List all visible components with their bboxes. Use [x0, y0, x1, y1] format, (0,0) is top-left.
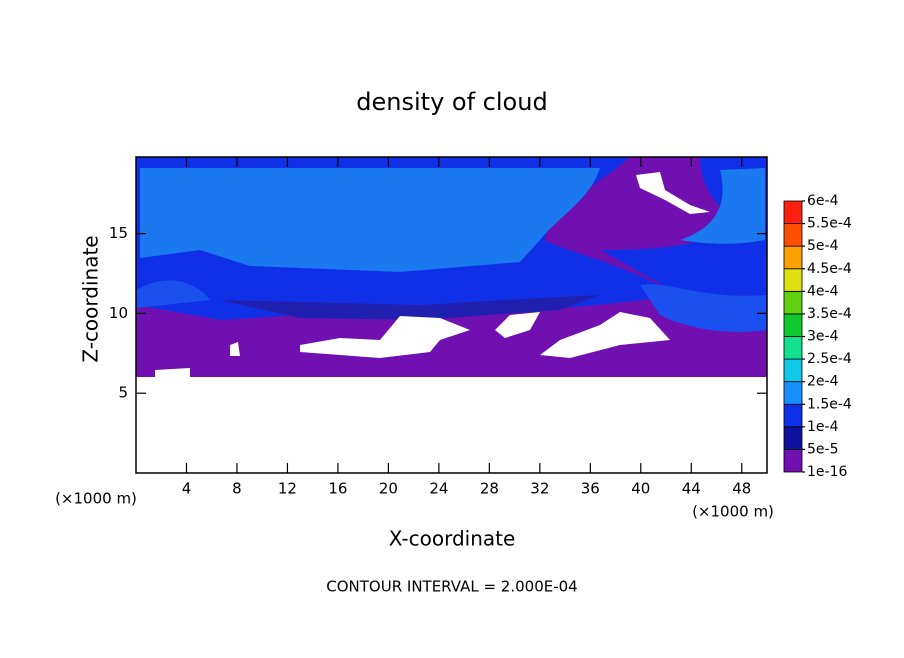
- x-units: (×1000 m): [692, 503, 774, 521]
- plot-frame: [135, 156, 768, 474]
- x-tick-label: 12: [278, 480, 297, 498]
- field-empty: [155, 342, 240, 377]
- colorbar-label: 1.5e-4: [807, 396, 852, 412]
- contour-field: [136, 157, 767, 473]
- colorbar-label: 2e-4: [807, 374, 839, 390]
- colorbar-box: [783, 336, 803, 360]
- colorbar-box: [783, 200, 803, 224]
- x-tick-label: 40: [631, 480, 650, 498]
- annotation: CONTOUR INTERVAL = 2.000E-04: [326, 578, 577, 596]
- colorbar-label: 1e-16: [807, 464, 847, 480]
- x-tick-label: 44: [682, 480, 701, 498]
- x-tick-label: 28: [480, 480, 499, 498]
- colorbar-label: 4.5e-4: [807, 261, 852, 277]
- field-empty: [136, 377, 767, 473]
- colorbar-label: 5.5e-4: [807, 216, 852, 232]
- field-lightblue: [140, 168, 600, 272]
- x-axis-label: X-coordinate: [389, 527, 516, 551]
- y-tick-label: 5: [118, 384, 128, 402]
- colorbar-label: 2.5e-4: [807, 351, 852, 367]
- colorbar-box: [783, 426, 803, 450]
- colorbar-box: [783, 358, 803, 383]
- field-empty: [495, 312, 540, 338]
- colorbar-box: [783, 223, 803, 247]
- colorbar-box: [783, 403, 803, 428]
- x-tick-label: 4: [182, 480, 192, 498]
- colorbar-label: 1e-4: [807, 419, 839, 435]
- x-tick-label: 8: [232, 480, 242, 498]
- x-tick-label: 16: [328, 480, 347, 498]
- field-empty: [636, 172, 710, 214]
- field-blue: [136, 280, 767, 332]
- y-axis-label: Z-coordinate: [79, 235, 103, 362]
- x-tick-label: 32: [530, 480, 549, 498]
- field-empty: [540, 312, 670, 358]
- colorbar-label: 5e-5: [807, 441, 838, 457]
- x-tick-label: 36: [581, 480, 600, 498]
- colorbar-label: 6e-4: [807, 193, 839, 209]
- y-tick-label: 15: [109, 224, 128, 242]
- chart-title: density of cloud: [356, 88, 547, 116]
- colorbar-box: [783, 449, 803, 473]
- colorbar-label: 5e-4: [807, 238, 839, 254]
- colorbar-box: [783, 313, 803, 337]
- colorbar-label: 4e-4: [807, 283, 839, 299]
- colorbar-box: [783, 245, 803, 270]
- colorbar-label: 3e-4: [807, 329, 839, 345]
- field-empty: [300, 316, 470, 358]
- colorbar-box: [783, 290, 803, 315]
- x-tick-label: 48: [732, 480, 751, 498]
- y-units: (×1000 m): [55, 490, 137, 508]
- colorbar-box: [783, 381, 803, 405]
- y-tick-label: 10: [109, 304, 128, 322]
- colorbar-label: 3.5e-4: [807, 306, 852, 322]
- x-tick-label: 24: [429, 480, 448, 498]
- colorbar-box: [783, 268, 803, 292]
- x-tick-label: 20: [379, 480, 398, 498]
- field-darkblue: [220, 295, 600, 320]
- field-lightblue: [680, 168, 765, 244]
